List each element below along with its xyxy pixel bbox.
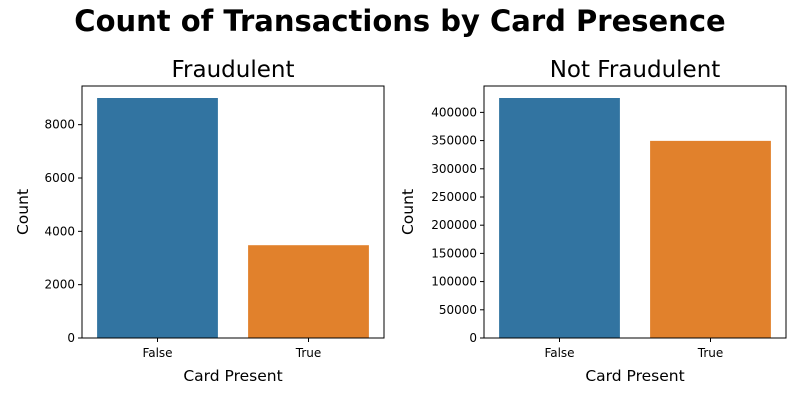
y-tick-label: 250000 <box>431 190 477 204</box>
figure-title: Count of Transactions by Card Presence <box>74 4 725 38</box>
y-tick-label: 4000 <box>44 224 75 238</box>
subplots: False True 0 2000 4000 6000 8000 Fraudulent Card… <box>14 57 787 385</box>
y-tick-label: 150000 <box>431 246 477 260</box>
y-tick-label: 200000 <box>431 218 477 232</box>
x-tick-label-false: False <box>544 346 574 360</box>
axes-frame <box>81 85 385 339</box>
y-tick-label: 0 <box>469 331 477 345</box>
x-tick-label-true: True <box>697 346 724 360</box>
bar-false <box>97 98 218 338</box>
chart-panel-1: False True 0 2000 4000 6000 8000 Fraudulent Card… <box>14 57 385 385</box>
x-tick-label-true: True <box>295 346 322 360</box>
axes-frame <box>483 85 787 339</box>
y-tick-label: 6000 <box>44 171 75 185</box>
y-tick-label: 50000 <box>439 303 477 317</box>
y-tick-label: 400000 <box>431 105 477 119</box>
bar-false <box>499 98 620 338</box>
y-tick-label: 350000 <box>431 134 477 148</box>
y-axis-label: Count <box>399 189 417 235</box>
panel-title: Not Fraudulent <box>550 57 721 83</box>
chart-panel-2: False True 0 50000 100000 150000 200000 250000 3… <box>399 57 787 385</box>
y-tick-label: 8000 <box>44 118 75 132</box>
y-axis-label: Count <box>14 189 32 235</box>
y-tick-label: 300000 <box>431 162 477 176</box>
y-tick-label: 2000 <box>44 278 75 292</box>
y-tick-label: 0 <box>67 331 75 345</box>
x-tick-label-false: False <box>142 346 172 360</box>
x-axis-label: Card Present <box>585 367 684 385</box>
bar-true <box>248 245 369 338</box>
x-axis-label: Card Present <box>183 367 282 385</box>
panel-title: Fraudulent <box>172 57 295 83</box>
y-tick-label: 100000 <box>431 275 477 289</box>
bar-true <box>650 140 771 338</box>
